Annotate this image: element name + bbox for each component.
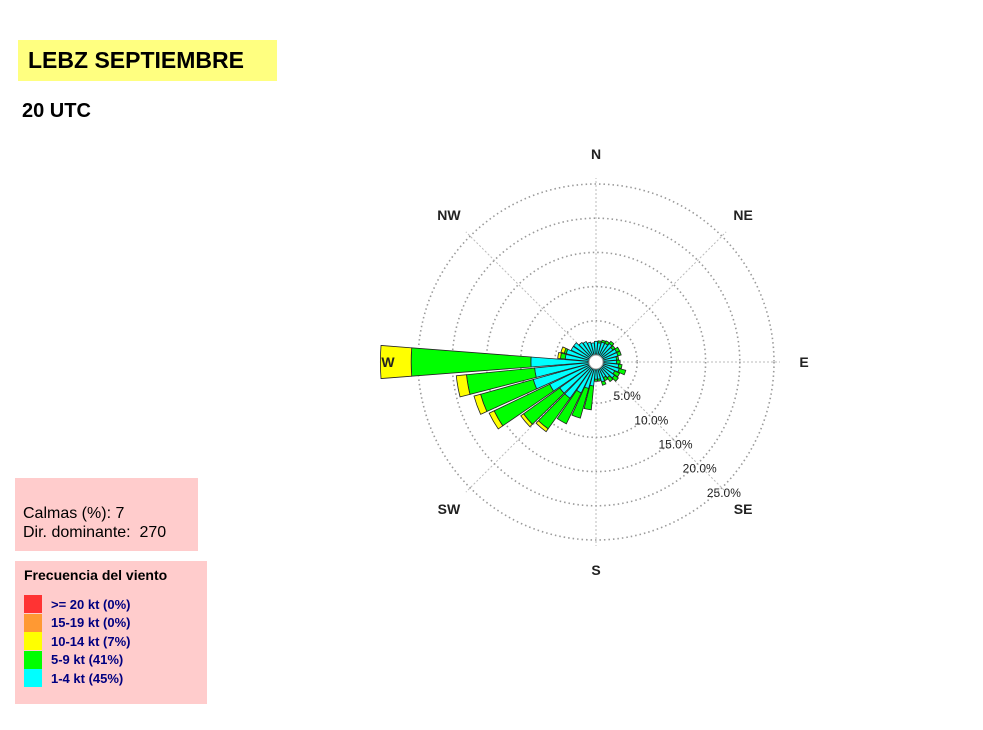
grid-ring	[519, 285, 673, 439]
wind-sector-segment	[535, 420, 549, 433]
spoke-line	[600, 366, 727, 493]
wind-sector-segment	[617, 363, 623, 369]
legend-title: Frecuencia del viento	[24, 567, 168, 583]
compass-label: S	[591, 562, 600, 578]
calms-label: Calmas (%):	[23, 505, 112, 522]
wind-sector-segment	[612, 370, 621, 378]
wind-sector-segment	[583, 384, 595, 411]
compass-label: E	[799, 354, 808, 370]
legend-label: 15-19 kt (0%)	[51, 615, 131, 631]
legend-item: 1-4 kt (45%)	[24, 669, 207, 688]
sector-layer	[379, 339, 627, 433]
wind-sector-segment	[604, 340, 610, 346]
legend-label: 10-14 kt (7%)	[51, 633, 131, 649]
label-layer: N NE E SE S SW W NW 5.0% 10.0% 15.0% 20.0% 25.0%	[381, 146, 808, 578]
radial-tick-label: 5.0%	[613, 389, 641, 403]
wind-sector-segment	[616, 359, 621, 365]
wind-sector-segment	[488, 410, 504, 430]
legend-label: 1-4 kt (45%)	[51, 670, 124, 686]
chart-subtitle: 20 UTC	[22, 100, 91, 122]
radial-tick-label: 25.0%	[707, 486, 741, 500]
legend-item: 5-9 kt (41%)	[24, 650, 207, 670]
grid-ring	[451, 217, 741, 507]
wind-sector-segment	[608, 340, 615, 347]
legend-item: 15-19 kt (0%)	[24, 613, 207, 633]
wind-sector-segment	[616, 350, 622, 357]
wind-sector-segment	[597, 378, 602, 382]
radial-tick-label: 20.0%	[683, 462, 717, 476]
wind-sector-segment	[560, 346, 567, 354]
spoke-line	[465, 231, 592, 358]
wind-sector-segment	[601, 380, 607, 386]
compass-label: SE	[734, 501, 753, 517]
wind-sector-segment	[611, 374, 619, 382]
legend-swatch	[24, 650, 42, 669]
legend-label: 5-9 kt (41%)	[51, 652, 124, 668]
wind-sector-segment	[601, 339, 606, 344]
wind-sector-segment	[556, 389, 582, 425]
wind-sector-segment	[610, 345, 616, 351]
wind-sector-segment	[606, 375, 614, 383]
legend-items: >= 20 kt (0%) 15-19 kt (0%) 10-14 kt (7%) 5…	[24, 595, 207, 688]
radial-tick-label: 15.0%	[658, 437, 692, 451]
legend-swatch	[24, 613, 42, 632]
legend-label: >= 20 kt (0%)	[51, 596, 131, 612]
compass-label: SW	[438, 501, 461, 517]
calm-center	[588, 354, 604, 370]
wind-sector-segment	[379, 345, 413, 379]
grid-ring	[553, 319, 638, 404]
compass-label: W	[381, 354, 395, 370]
spoke-line	[600, 231, 727, 358]
wind-sector-segment	[473, 393, 488, 415]
wind-sector-segment	[617, 367, 627, 376]
wind-sector-segment	[520, 413, 533, 428]
dominant-label: Dir. dominante:	[23, 524, 131, 541]
wind-sector-segment	[597, 340, 602, 344]
legend-item: 10-14 kt (7%)	[24, 632, 207, 651]
legend-swatch	[24, 595, 42, 614]
legend-swatch	[24, 669, 42, 688]
wind-sector-segment	[557, 351, 562, 359]
wind-sector-segment	[594, 378, 598, 382]
dominant-row: Dir. dominante: 270	[23, 523, 198, 542]
title-box: LEBZ SEPTIEMBRE	[18, 40, 277, 81]
dominant-value: 270	[139, 524, 167, 541]
grid-ring	[485, 251, 707, 473]
calms-value: 7	[115, 505, 125, 522]
chart-title: LEBZ SEPTIEMBRE	[28, 47, 244, 73]
wind-sector-segment	[602, 375, 609, 382]
legend: Frecuencia del viento >= 20 kt (0%) 15-19…	[15, 561, 207, 704]
wind-sector-segment	[571, 386, 590, 419]
calms-row: Calmas (%): 7	[23, 504, 198, 523]
legend-swatch	[24, 632, 42, 651]
legend-item: >= 20 kt (0%)	[24, 595, 207, 614]
radial-tick-label: 10.0%	[634, 413, 668, 427]
compass-label: NW	[437, 207, 461, 223]
wind-sector-segment	[614, 346, 621, 353]
wind-sector-segment	[455, 374, 471, 398]
compass-label: N	[591, 146, 601, 162]
compass-label: NE	[733, 207, 752, 223]
wind-sector-segment	[615, 355, 620, 361]
calms-box: Calmas (%): 7 Dir. dominante: 270	[15, 478, 198, 551]
